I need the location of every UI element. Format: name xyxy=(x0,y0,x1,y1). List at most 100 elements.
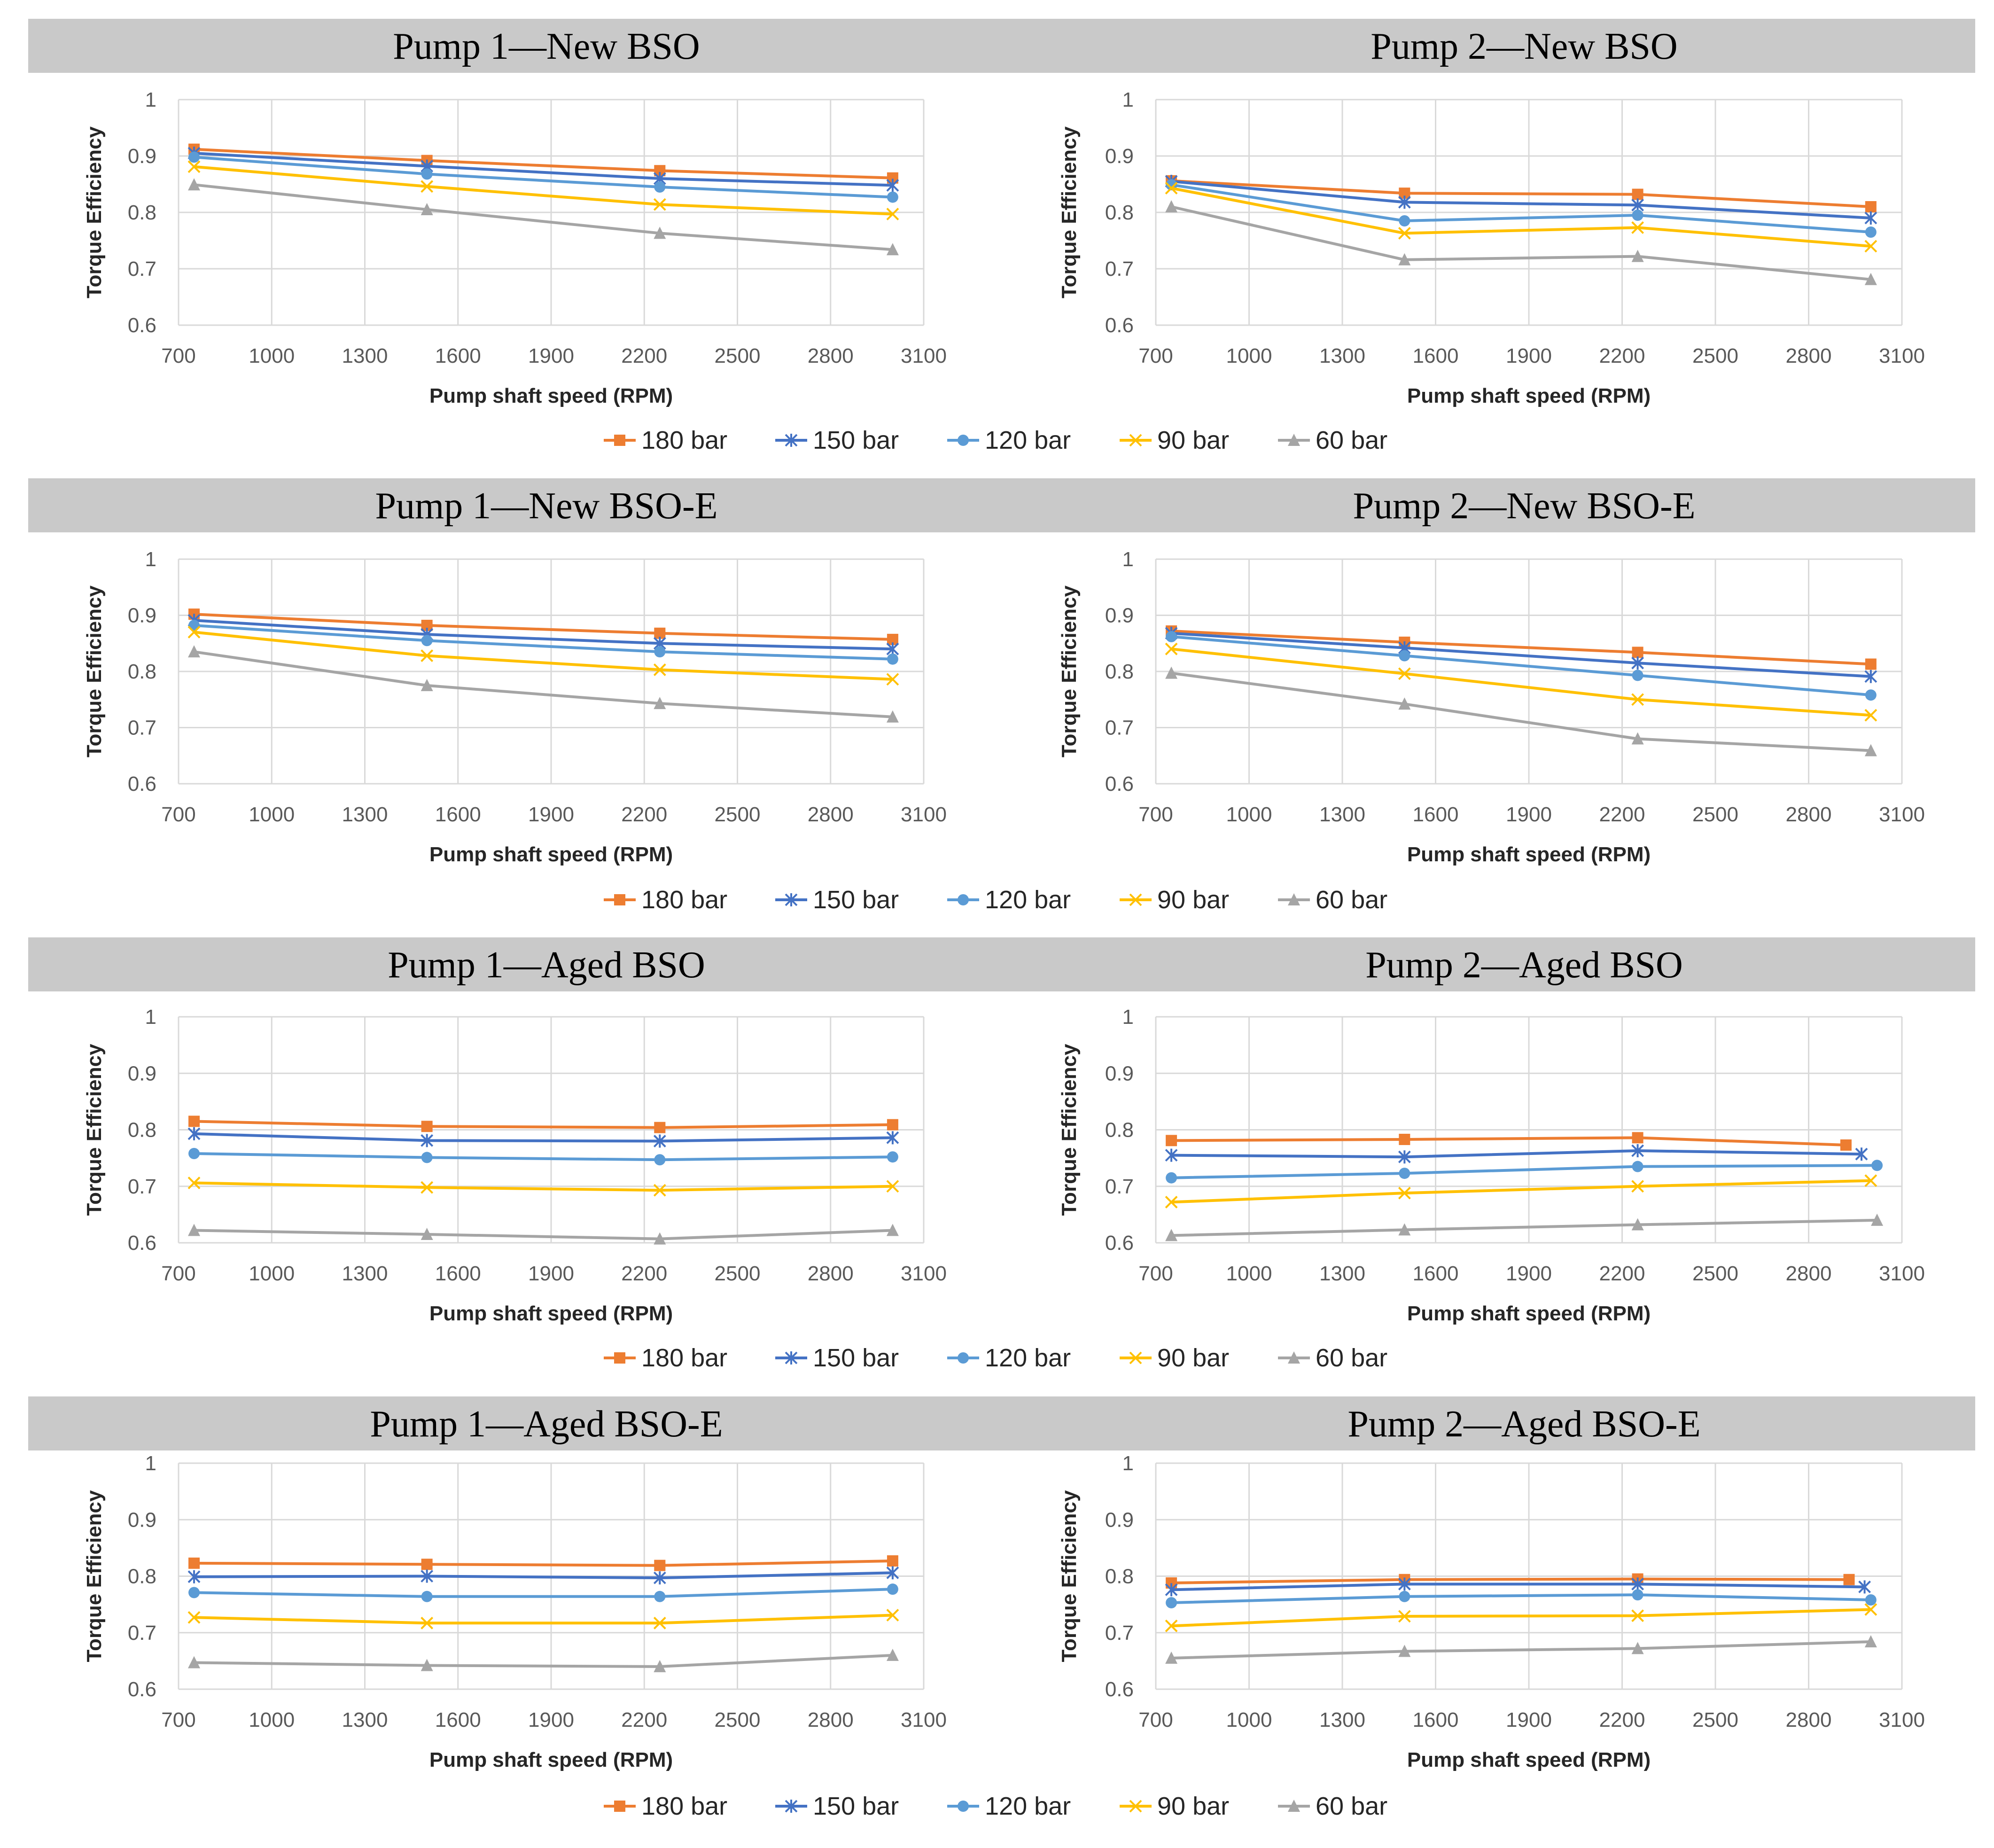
x-tick-label: 3100 xyxy=(1879,803,1925,826)
data-point-marker xyxy=(421,1591,433,1602)
y-axis-title: Torque Efficiency xyxy=(1058,1044,1081,1216)
y-tick-label: 1 xyxy=(1122,88,1134,111)
data-point-marker xyxy=(1165,181,1178,195)
data-point-marker xyxy=(654,1559,666,1571)
x-tick-label: 3100 xyxy=(901,344,947,367)
data-point-marker xyxy=(421,1227,433,1240)
data-point-marker xyxy=(421,203,433,215)
data-point-marker xyxy=(654,646,666,658)
x-tick-label: 2500 xyxy=(1692,1708,1738,1731)
chart-title: Pump 2—Aged BSO xyxy=(1365,944,1683,986)
data-point-marker xyxy=(1631,1218,1644,1231)
data-point-marker xyxy=(421,1559,433,1570)
data-point-marker xyxy=(1843,1574,1855,1585)
data-point-marker xyxy=(1165,1651,1178,1664)
y-tick-label: 0.6 xyxy=(1105,314,1134,337)
data-point-marker xyxy=(654,1232,666,1245)
data-point-marker xyxy=(1398,697,1411,710)
data-point-marker xyxy=(1865,658,1877,670)
data-point-marker xyxy=(1398,253,1411,265)
x-tick-label: 2200 xyxy=(621,803,667,826)
x-tick-label: 2200 xyxy=(621,344,667,367)
y-tick-label: 0.8 xyxy=(128,1119,156,1142)
data-point-marker xyxy=(653,1616,666,1630)
legend-swatch-marker xyxy=(614,1801,625,1812)
series-line xyxy=(1171,1577,1849,1584)
data-point-marker xyxy=(1399,1133,1410,1145)
x-tick-label: 700 xyxy=(1138,1708,1173,1731)
chart-panel-8: Pump 2—Aged BSO-E 700 1000 1300 1600 1900 2200… xyxy=(1002,1396,1975,1771)
data-point-marker xyxy=(1864,670,1877,683)
series-line xyxy=(1171,1149,1862,1159)
y-tick-label: 0.6 xyxy=(128,772,156,795)
legend-label: 90 bar xyxy=(1157,886,1229,914)
data-point-marker xyxy=(1864,1174,1877,1187)
x-tick-label: 2800 xyxy=(1786,1262,1832,1285)
data-point-marker xyxy=(1165,666,1178,679)
legend-label: 90 bar xyxy=(1157,1344,1229,1372)
x-tick-label: 1900 xyxy=(528,1262,574,1285)
series-line xyxy=(1171,205,1871,281)
x-tick-label: 2500 xyxy=(1692,344,1738,367)
data-point-marker xyxy=(1632,188,1643,200)
x-tick-label: 2500 xyxy=(1692,1262,1738,1285)
series-line xyxy=(194,183,893,251)
y-tick-label: 0.7 xyxy=(128,717,156,740)
x-tick-label: 3100 xyxy=(901,1262,947,1285)
x-tick-label: 2200 xyxy=(621,1262,667,1285)
legend-swatch-marker xyxy=(785,1351,798,1365)
x-tick-label: 2800 xyxy=(808,803,854,826)
chart-title-bar xyxy=(1002,19,1975,73)
series-line xyxy=(194,624,893,661)
data-point-marker xyxy=(188,1224,201,1236)
data-point-marker xyxy=(1632,1132,1643,1144)
data-point-marker xyxy=(187,1611,201,1624)
chart-title-bar xyxy=(1002,478,1975,532)
y-tick-label: 1 xyxy=(145,1006,156,1029)
legend-label: 120 bar xyxy=(985,426,1071,454)
chart-title: Pump 1—New BSO xyxy=(393,26,700,67)
chart-title-bar xyxy=(28,19,1002,73)
chart-panel-3: Pump 1—New BSO-E 700 1000 1300 1600 1900 2200 2… xyxy=(28,478,1002,866)
data-point-marker xyxy=(1865,689,1877,701)
x-tick-label: 1300 xyxy=(1319,803,1365,826)
y-axis-title: Torque Efficiency xyxy=(83,1044,106,1216)
legend-label: 60 bar xyxy=(1316,1344,1387,1372)
chart-title-bar xyxy=(28,1396,1002,1450)
data-point-marker xyxy=(654,1122,666,1133)
legend-label: 120 bar xyxy=(985,1344,1071,1372)
chart-title: Pump 2—New BSO-E xyxy=(1353,485,1696,527)
legend-label: 60 bar xyxy=(1316,886,1387,914)
series-line xyxy=(1171,635,1871,697)
data-point-marker xyxy=(1632,647,1643,658)
x-axis-title: Pump shaft speed (RPM) xyxy=(1407,1748,1651,1771)
legend-swatch-marker xyxy=(1288,1800,1300,1812)
y-axis-title: Torque Efficiency xyxy=(83,1490,106,1662)
data-point-marker xyxy=(187,1177,201,1189)
series-line xyxy=(1171,671,1871,752)
data-point-marker xyxy=(887,1555,898,1567)
x-axis-title: Pump shaft speed (RPM) xyxy=(429,1748,673,1771)
data-point-marker xyxy=(421,168,433,180)
data-point-marker xyxy=(1632,1161,1643,1172)
data-point-marker xyxy=(886,710,899,723)
data-point-marker xyxy=(1165,1148,1178,1162)
data-point-marker xyxy=(1632,210,1643,221)
y-axis-title: Torque Efficiency xyxy=(1058,585,1081,757)
x-tick-label: 2500 xyxy=(715,1708,761,1731)
y-tick-label: 0.7 xyxy=(1105,257,1134,281)
y-tick-label: 0.7 xyxy=(128,1175,156,1198)
legend-row-4: 180 bar 150 bar 120 bar 90 bar 60 bar xyxy=(604,1792,1387,1820)
series-line xyxy=(194,1152,893,1162)
series-line xyxy=(1171,647,1871,717)
data-point-marker xyxy=(653,198,666,211)
data-point-marker xyxy=(1165,200,1178,212)
x-tick-label: 700 xyxy=(1138,1262,1173,1285)
series-line xyxy=(194,152,893,187)
legend-label: 90 bar xyxy=(1157,426,1229,454)
legend-label: 180 bar xyxy=(641,886,727,914)
data-point-marker xyxy=(1166,1597,1177,1609)
data-point-marker xyxy=(1165,1229,1178,1241)
data-point-marker xyxy=(187,625,201,639)
y-tick-label: 1 xyxy=(1122,548,1134,571)
